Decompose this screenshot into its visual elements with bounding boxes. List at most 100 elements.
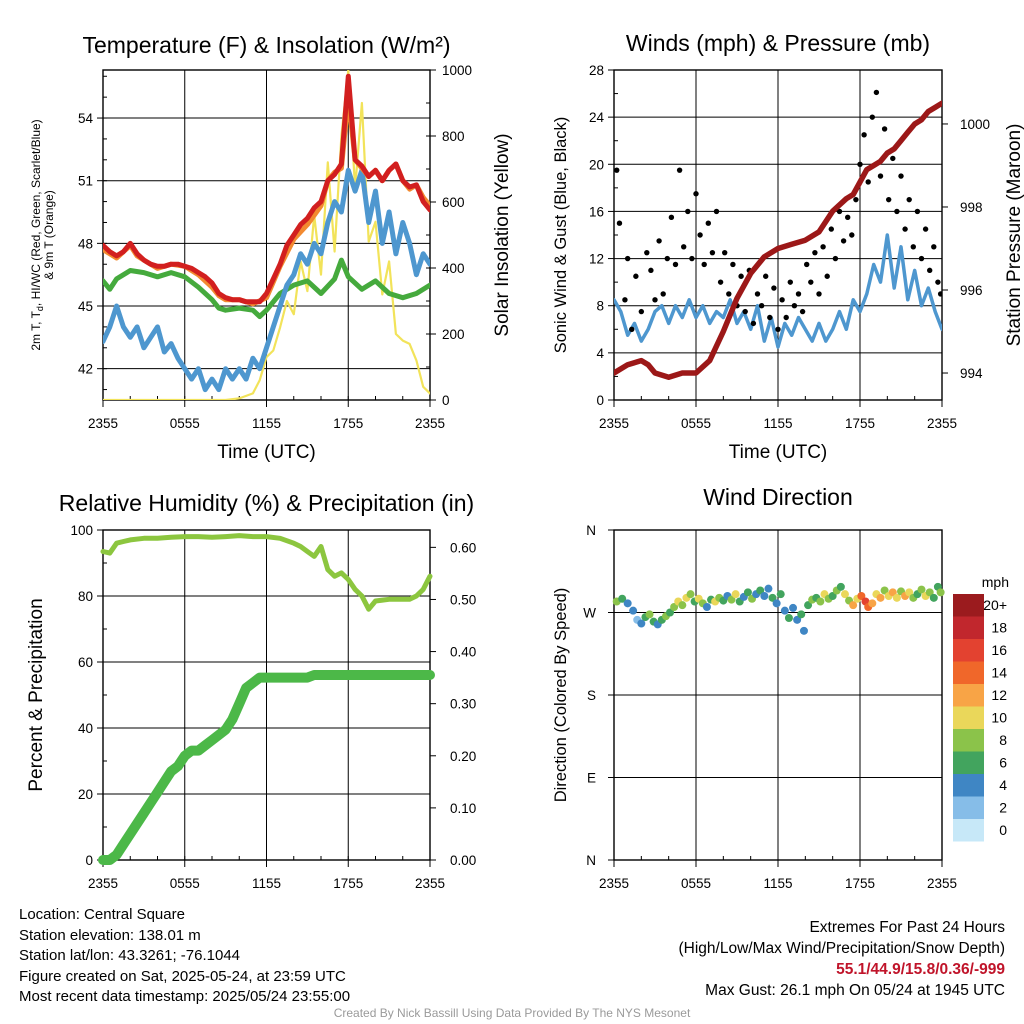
plot-area [612,582,945,635]
gust-point [676,167,683,173]
direction-point [836,582,845,591]
direction-point [776,590,785,599]
legend-label: 10 [991,710,1007,726]
direction-point [880,586,889,595]
gust-point [898,173,904,179]
gust-point [787,279,793,285]
direction-point [799,626,808,635]
direction-point [666,608,675,617]
legend-swatch [953,661,984,684]
y2-tick-label: 600 [442,195,465,210]
plot-area [103,70,430,400]
y-axis-label-part: , HI/WC (Red, Green, Scarlet/Blue) [29,119,43,306]
gust-point [902,226,908,232]
y2-tick-label: 0.00 [450,853,476,868]
legend-swatch [953,639,984,662]
y2-tick-label: 1000 [960,117,990,132]
extremes-values: 55.1/44.9/15.8/0.36/-999 [836,961,1005,978]
y-axis-label: Sonic Wind & Gust (Blue, Black) [552,117,570,354]
direction-point [772,599,781,608]
y-tick-label: 100 [70,523,93,538]
x-axis-label: Time (UTC) [217,442,316,463]
chart-title: Temperature (F) & Insolation (W/m²) [82,32,450,58]
gust-point [633,273,639,279]
legend-title: mph [982,574,1009,590]
gust-point [890,155,896,162]
legend-swatch [953,616,984,639]
y-tick-label: 60 [78,655,93,670]
gust-point [763,273,769,279]
gust-point [742,308,748,315]
station-location: Location: Central Square [19,906,185,923]
y2-tick-label: 0.10 [450,801,476,816]
direction-point [797,610,806,619]
gust-point [816,291,822,297]
x-tick-label: 2355 [88,416,118,431]
legend-label: 8 [999,732,1007,748]
legend-swatch [953,819,984,842]
x-tick-label: 1155 [252,416,281,431]
gust-point [779,297,785,303]
gust-point [828,226,834,232]
x-tick-label: 0555 [170,876,200,891]
gust-point [701,261,707,268]
y-tick-label: 45 [78,299,93,314]
gust-point [877,173,884,179]
series-dewpoint [103,257,430,319]
gust-point [624,255,631,262]
y-tick-label: E [587,771,596,786]
direction-point [849,601,858,610]
direction-point [816,597,825,606]
y-tick-label: 4 [596,346,604,361]
direction-point [678,601,687,610]
y2-tick-label: 0.40 [450,645,476,660]
gust-point [668,214,675,221]
y-tick-label: 40 [78,721,93,736]
y2-tick-label: 0.60 [450,540,476,555]
legend-label: 6 [999,755,1007,771]
gust-point [629,326,635,332]
direction-point [840,590,849,599]
gust-point [906,196,912,203]
gust-point [791,303,798,309]
x-tick-label: 2355 [599,876,629,891]
gust-point [648,267,654,274]
gust-point [664,255,670,262]
legend-label: 4 [999,777,1007,793]
gust-point [638,308,645,315]
gust-point [616,220,623,226]
gust-point [873,89,880,96]
gust-point [927,267,933,274]
gust-point [840,238,847,244]
temperature-insolation-chart: 2355 0555 1155 1755 2355 Temperature (F) & In… [29,32,513,463]
gust-point [726,291,732,297]
gust-point [614,167,620,173]
gust-point [754,291,761,297]
wind-direction-chart: 2355 0555 1155 1755 2355 Wind Direction N W S E N D… [552,484,1009,891]
gust-point [660,291,666,297]
gust-point [914,208,921,215]
x-tick-label: 1155 [252,876,281,891]
legend-swatch [953,594,984,617]
y-tick-label: N [586,853,596,868]
gust-point [652,297,658,303]
gust-point [693,191,699,197]
y-tick-label: 54 [78,111,94,126]
direction-point [618,594,627,603]
legend-swatch [953,796,984,819]
gust-point [758,303,765,309]
gust-point [656,238,662,244]
gust-point [799,308,806,315]
legend-swatch [953,684,984,707]
gust-point [722,249,728,256]
legend-label: 2 [999,800,1007,816]
y2-tick-label: 800 [442,129,465,144]
direction-point [645,610,654,619]
plot-area [98,533,435,865]
y2-tick-label: 0.20 [450,749,476,764]
station-elevation: Station elevation: 138.01 m [19,926,201,944]
direction-point [629,606,638,615]
direction-point [731,590,740,599]
gust-point [771,285,777,291]
y-tick-label: S [587,688,596,703]
